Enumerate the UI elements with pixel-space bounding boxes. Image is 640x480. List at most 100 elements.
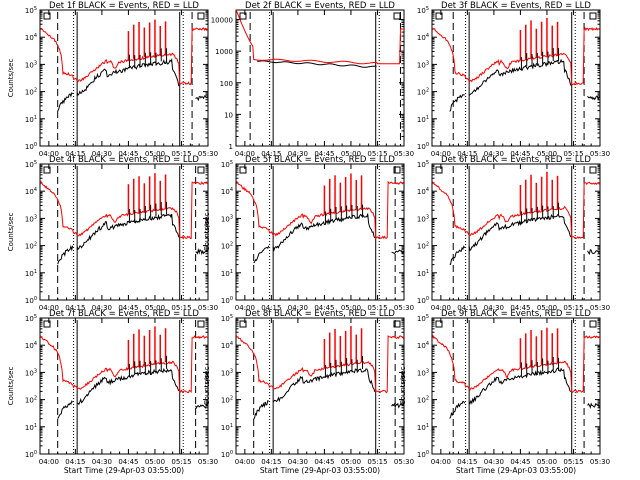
x-tick-label: 04:00: [235, 150, 255, 158]
events-series-line: [587, 249, 601, 255]
events-series-line: [391, 249, 405, 255]
x-tick-label: 04:00: [431, 150, 451, 158]
x-tick-label: 05:15: [171, 304, 191, 312]
x-tick-label: 04:45: [118, 304, 138, 312]
plot-axes-box: [431, 163, 601, 301]
x-tick-label: 05:15: [171, 458, 191, 466]
y-tick-label: 100: [417, 450, 429, 459]
x-tick-label: 04:15: [457, 150, 477, 158]
y-tick-label: 103: [25, 60, 37, 69]
corner-marker-box: [239, 320, 247, 328]
x-tick-label: 04:30: [288, 150, 308, 158]
y-tick-label: 102: [25, 88, 37, 97]
plot-panel-8: Det 8f BLACK = Events, RED = LLD 100 101 10…: [203, 309, 414, 475]
x-axis-label: Start Time (29-Apr-03 03:55:00): [260, 466, 380, 475]
x-axis-label: Start Time (29-Apr-03 03:55:00): [456, 466, 576, 475]
x-tick-label: 04:15: [261, 458, 281, 466]
events-series-line: [57, 92, 74, 112]
x-tick-label: 05:15: [171, 150, 191, 158]
x-tick-label: 05:15: [367, 304, 387, 312]
corner-marker-box: [197, 12, 205, 20]
x-tick-label: 05:00: [537, 150, 557, 158]
events-series-line: [468, 213, 572, 252]
x-tick-label: 04:15: [65, 304, 85, 312]
x-tick-label: 05:15: [367, 458, 387, 466]
x-tick-label: 05:15: [563, 458, 583, 466]
plot-panel-9: Det 9f BLACK = Events, RED = LLD 100 101 10…: [399, 309, 610, 475]
corner-marker-box: [589, 12, 597, 20]
x-tick-label: 04:30: [288, 304, 308, 312]
events-series-line: [449, 245, 466, 266]
y-tick-label: 10000: [211, 17, 233, 25]
y-tick-label: 105: [25, 6, 37, 15]
lld-series-line: [431, 334, 601, 394]
y-tick-label: 104: [221, 187, 233, 196]
y-tick-label: 100: [25, 296, 37, 305]
x-tick-label: 04:30: [484, 458, 504, 466]
y-tick-label: 103: [417, 214, 429, 223]
plot-title: Det 9f BLACK = Events, RED = LLD: [441, 309, 591, 319]
x-tick-label: 04:15: [457, 458, 477, 466]
x-tick-label: 04:30: [484, 304, 504, 312]
y-tick-label: 102: [417, 396, 429, 405]
x-tick-label: 05:15: [563, 304, 583, 312]
x-tick-label: 05:30: [394, 304, 414, 312]
x-tick-label: 05:15: [563, 150, 583, 158]
corner-marker-box: [393, 166, 401, 174]
events-series-line: [57, 244, 74, 265]
events-series-line: [253, 245, 270, 264]
plot-panel-2: Det 2f BLACK = Events, RED = LLD 1 10 100 10…: [211, 1, 414, 158]
y-axis-label: Counts/sec: [203, 213, 211, 252]
corner-marker-box: [435, 166, 443, 174]
x-tick-label: 05:00: [145, 304, 165, 312]
y-tick-label: 105: [417, 314, 429, 323]
y-axis-label: Counts/sec: [7, 367, 15, 406]
y-tick-label: 101: [25, 423, 37, 432]
corner-marker-box: [589, 166, 597, 174]
plot-axes-box: [431, 9, 601, 147]
y-tick-label: 103: [25, 214, 37, 223]
plot-axes-box: [39, 9, 209, 147]
events-series-line: [468, 367, 572, 405]
y-tick-label: 100: [221, 296, 233, 305]
x-tick-label: 04:45: [314, 458, 334, 466]
plot-title: Det 3f BLACK = Events, RED = LLD: [441, 1, 591, 11]
y-tick-label: 102: [417, 88, 429, 97]
y-tick-label: 104: [417, 33, 429, 42]
y-tick-label: 105: [25, 160, 37, 169]
events-series-line: [253, 399, 269, 420]
x-tick-label: 04:00: [235, 458, 255, 466]
x-tick-label: 05:30: [590, 304, 610, 312]
corner-marker-box: [239, 166, 247, 174]
x-tick-label: 04:45: [314, 150, 334, 158]
events-series-line: [76, 368, 180, 406]
plot-axes-box: [235, 9, 405, 147]
events-series-line: [76, 57, 180, 97]
corner-marker-box: [393, 12, 401, 20]
x-tick-label: 05:00: [341, 458, 361, 466]
events-series-line: [76, 213, 180, 251]
x-tick-label: 04:45: [314, 304, 334, 312]
y-tick-label: 103: [25, 368, 37, 377]
plot-panel-7: Det 7f BLACK = Events, RED = LLD 100 101 10…: [7, 309, 218, 475]
x-tick-label: 05:00: [537, 304, 557, 312]
events-series-line: [195, 402, 209, 409]
x-tick-label: 05:00: [145, 150, 165, 158]
y-tick-label: 101: [221, 423, 233, 432]
y-tick-label: 102: [221, 242, 233, 251]
y-tick-label: 101: [221, 269, 233, 278]
y-tick-label: 103: [221, 214, 233, 223]
x-tick-label: 04:30: [92, 304, 112, 312]
plot-title: Det 7f BLACK = Events, RED = LLD: [49, 309, 199, 319]
events-series-line: [449, 400, 466, 419]
x-tick-label: 05:30: [394, 150, 414, 158]
y-tick-label: 101: [417, 115, 429, 124]
x-tick-label: 05:00: [341, 150, 361, 158]
corner-marker-box: [43, 166, 51, 174]
events-series-line: [587, 95, 601, 101]
plot-axes-box: [235, 317, 405, 455]
x-tick-label: 04:15: [261, 304, 281, 312]
plot-panel-1: Det 1f BLACK = Events, RED = LLD 100 101 10…: [7, 1, 218, 158]
y-tick-label: 101: [417, 269, 429, 278]
